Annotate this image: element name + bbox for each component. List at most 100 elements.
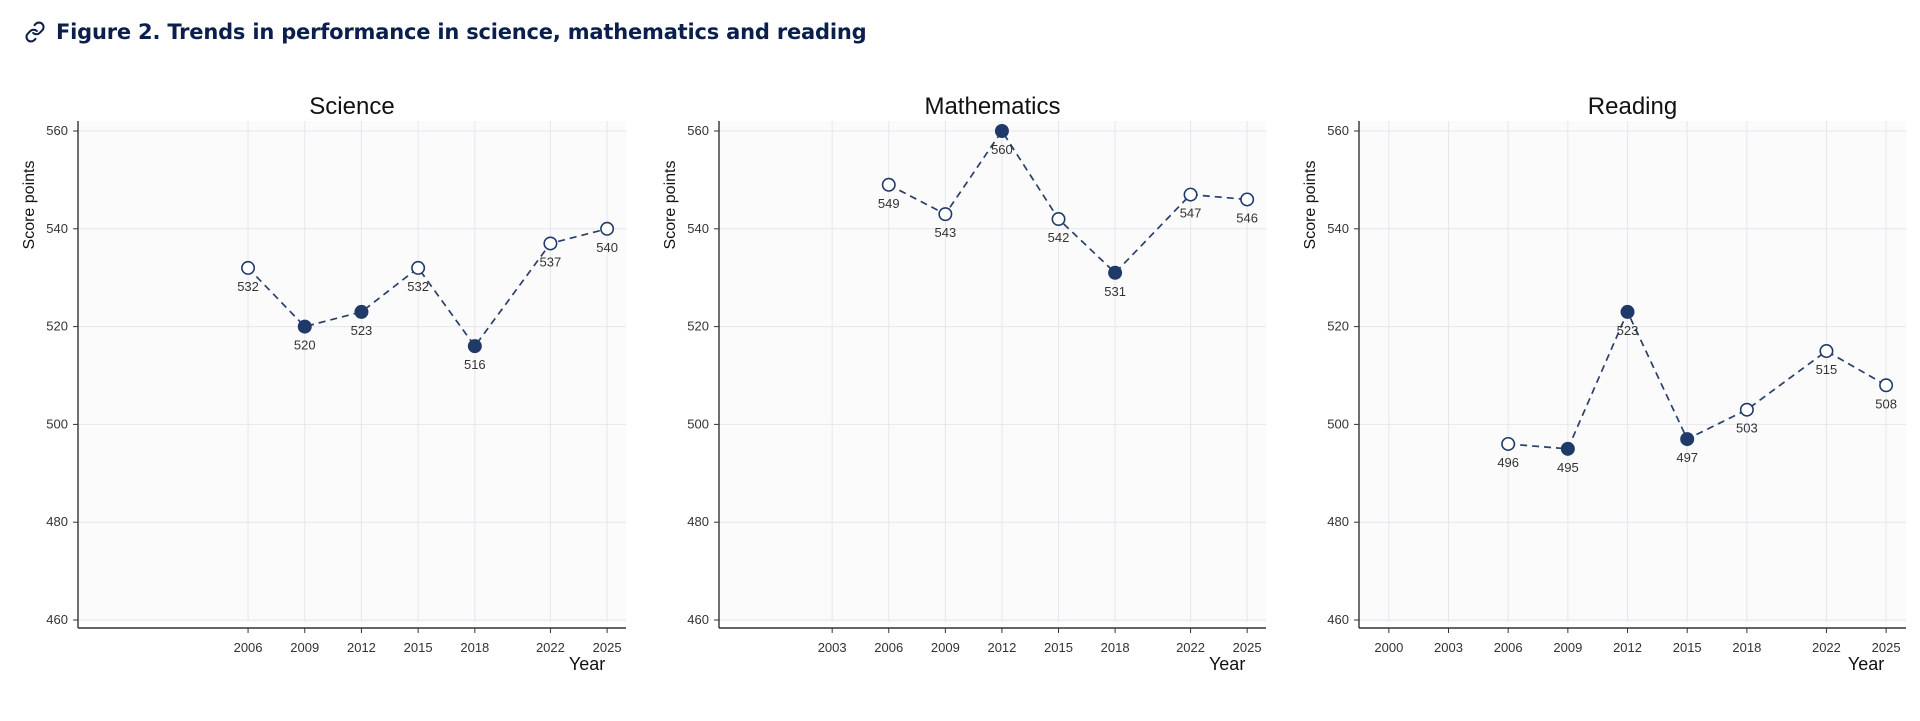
x-tick-label: 2012 (987, 640, 1016, 655)
data-point-open (1819, 344, 1834, 359)
x-tick-label: 2000 (1374, 640, 1403, 655)
x-tick-label: 2012 (1613, 640, 1642, 655)
data-point-filled (1620, 304, 1635, 319)
data-label: 523 (1617, 323, 1639, 338)
data-label: 532 (407, 279, 429, 294)
y-tick-label: 540 (46, 221, 68, 236)
y-axis-title: Score points (662, 161, 679, 250)
x-tick-label: 2009 (290, 640, 319, 655)
chart-title: Mathematics (924, 93, 1060, 120)
x-tick-label: 2015 (404, 640, 433, 655)
x-tick-label: 2009 (1553, 640, 1582, 655)
data-label: 496 (1497, 455, 1519, 470)
y-tick-label: 520 (46, 319, 68, 334)
data-label: 523 (351, 323, 373, 338)
plot-background (719, 121, 1266, 622)
chart-panel-science: 460 480 500 520 540 560 2006 2009 2012 2015 2018 20… (21, 93, 626, 674)
x-tick-label: 2006 (234, 640, 263, 655)
x-tick-label: 2015 (1673, 640, 1702, 655)
data-point-open (543, 236, 558, 251)
x-tick-label: 2022 (1176, 640, 1205, 655)
y-axis-title: Score points (1302, 161, 1319, 250)
data-label: 515 (1816, 362, 1838, 377)
figure-header: Figure 2. Trends in performance in scien… (24, 16, 867, 48)
y-tick-label: 460 (1327, 612, 1349, 627)
data-label: 532 (237, 279, 259, 294)
data-point-open (938, 207, 953, 222)
y-tick-label: 500 (1327, 416, 1349, 431)
data-point-filled (467, 339, 482, 354)
x-tick-label: 2006 (874, 640, 903, 655)
data-label: 542 (1048, 230, 1070, 245)
data-point-filled (1108, 265, 1123, 280)
x-tick-label: 2006 (1494, 640, 1523, 655)
data-label: 503 (1736, 421, 1758, 436)
x-axis-title: Year (1848, 654, 1884, 674)
data-point-filled (297, 319, 312, 334)
chart-title: Reading (1588, 93, 1677, 120)
y-tick-label: 560 (46, 123, 68, 138)
y-tick-label: 480 (46, 514, 68, 529)
data-point-open (600, 221, 615, 236)
x-tick-label: 2018 (1732, 640, 1761, 655)
data-label: 531 (1104, 284, 1126, 299)
data-label: 560 (991, 142, 1013, 157)
data-label: 540 (596, 240, 618, 255)
data-point-filled (1560, 441, 1575, 456)
chart-panel-reading: 460 480 500 520 540 560 2000 2003 2006 2009 2012 20… (1302, 93, 1906, 674)
y-tick-label: 480 (1327, 514, 1349, 529)
data-label: 495 (1557, 460, 1579, 475)
data-point-open (881, 177, 896, 192)
figure-title: Figure 2. Trends in performance in scien… (56, 20, 867, 44)
x-tick-label: 2012 (347, 640, 376, 655)
data-label: 537 (540, 254, 562, 269)
y-tick-label: 520 (1327, 319, 1349, 334)
plot-background (1359, 121, 1906, 622)
link-icon[interactable] (24, 21, 46, 43)
y-tick-label: 460 (46, 612, 68, 627)
chart-panel-mathematics: 460 480 500 520 540 560 2003 2006 2009 2012 2015 20… (662, 93, 1266, 674)
x-tick-label: 2009 (931, 640, 960, 655)
x-axis-title: Year (1209, 654, 1245, 674)
y-tick-label: 520 (687, 319, 709, 334)
data-point-open (411, 260, 426, 275)
x-tick-label: 2022 (1812, 640, 1841, 655)
y-tick-label: 500 (687, 416, 709, 431)
y-tick-label: 540 (1327, 221, 1349, 236)
x-axis-title: Year (569, 654, 605, 674)
y-tick-label: 480 (687, 514, 709, 529)
data-point-open (241, 260, 256, 275)
chart-title: Science (309, 93, 394, 120)
y-tick-label: 500 (46, 416, 68, 431)
data-point-open (1879, 378, 1894, 393)
y-axis-title: Score points (21, 161, 38, 250)
data-label: 547 (1180, 206, 1202, 221)
x-tick-label: 2025 (1872, 640, 1901, 655)
data-point-open (1183, 187, 1198, 202)
plot-background (78, 121, 626, 622)
x-tick-label: 2025 (1233, 640, 1262, 655)
data-point-open (1240, 192, 1255, 207)
x-tick-label: 2003 (1434, 640, 1463, 655)
x-tick-label: 2018 (460, 640, 489, 655)
x-tick-label: 2022 (536, 640, 565, 655)
data-label: 508 (1875, 396, 1897, 411)
data-point-open (1501, 436, 1516, 451)
y-tick-label: 460 (687, 612, 709, 627)
data-point-open (1739, 402, 1754, 417)
x-tick-label: 2018 (1101, 640, 1130, 655)
y-tick-label: 540 (687, 221, 709, 236)
y-tick-label: 560 (1327, 123, 1349, 138)
y-tick-label: 560 (687, 123, 709, 138)
data-point-filled (1680, 432, 1695, 447)
data-point-filled (994, 124, 1009, 139)
data-label: 520 (294, 338, 316, 353)
data-label: 546 (1236, 210, 1258, 225)
data-label: 543 (934, 225, 956, 240)
data-label: 516 (464, 357, 486, 372)
data-label: 549 (878, 196, 900, 211)
x-tick-label: 2003 (818, 640, 847, 655)
data-point-filled (354, 304, 369, 319)
data-point-open (1051, 212, 1066, 227)
